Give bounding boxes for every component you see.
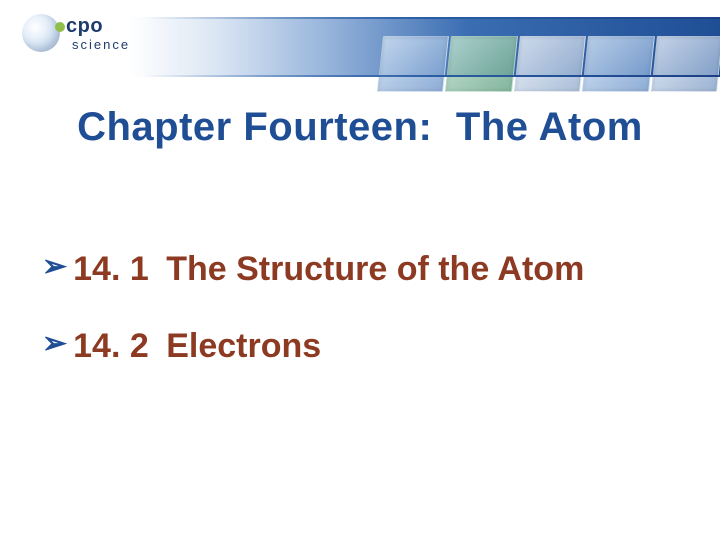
list-item: ➢ 14. 2 Electrons: [42, 327, 680, 366]
section-number: 14. 2: [73, 327, 149, 365]
chevron-right-icon: ➢: [42, 327, 67, 362]
list-item-text: 14. 2 Electrons: [73, 327, 321, 366]
list-item-text: 14. 1 The Structure of the Atom: [73, 250, 584, 289]
collage-tile: [651, 36, 720, 92]
collage-tile: [445, 36, 517, 92]
chevron-right-icon: ➢: [42, 250, 67, 285]
brand-text: cpo science: [66, 16, 130, 51]
section-label: Electrons: [166, 327, 321, 365]
globe-icon: [22, 14, 60, 52]
collage-tile: [514, 36, 586, 92]
chapter-title-prefix: Chapter Fourteen:: [77, 105, 432, 149]
collage-tile: [377, 36, 449, 92]
collage-tile: [582, 36, 654, 92]
brand-name-bottom: science: [72, 38, 130, 51]
brand-name-top: cpo: [66, 16, 130, 36]
chapter-title: Chapter Fourteen: The Atom: [0, 105, 720, 150]
section-number: 14. 1: [73, 250, 149, 288]
list-item: ➢ 14. 1 The Structure of the Atom: [42, 250, 680, 289]
chapter-title-subject: The Atom: [456, 105, 643, 149]
slide: cpo science Chapter Fourteen: The Atom ➢…: [0, 0, 720, 540]
brand-logo: cpo science: [22, 14, 130, 52]
section-list: ➢ 14. 1 The Structure of the Atom ➢ 14. …: [42, 250, 680, 404]
section-label: The Structure of the Atom: [166, 250, 584, 288]
header-collage: [377, 36, 720, 92]
